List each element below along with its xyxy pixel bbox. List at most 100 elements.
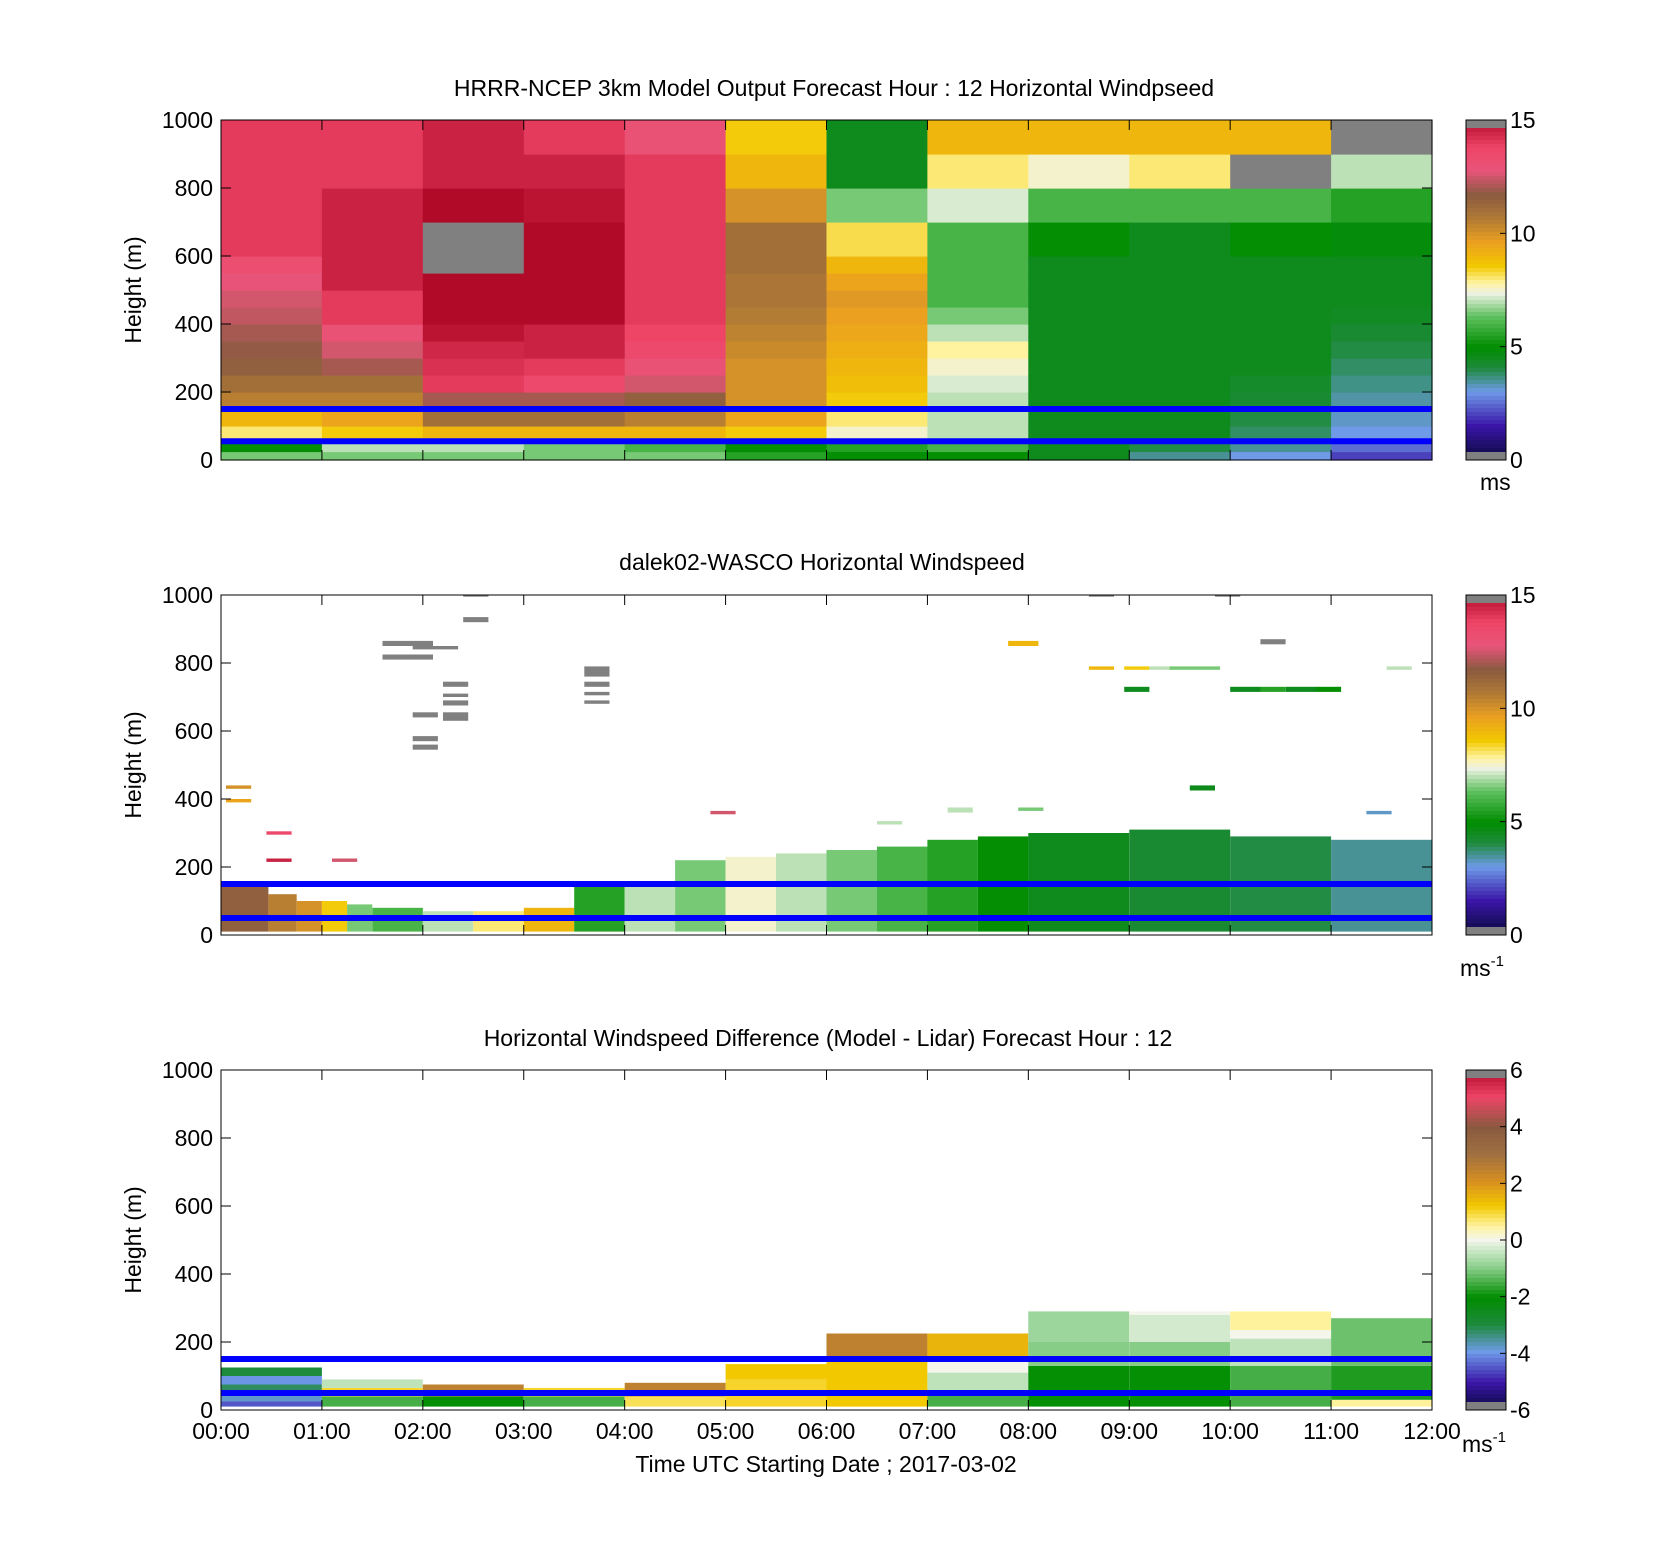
colorbar-swatch (1466, 204, 1506, 209)
colorbar-swatch (1466, 192, 1506, 197)
x-tick-label: 05:00 (697, 1418, 755, 1444)
data-cell (927, 341, 1029, 359)
data-segment (268, 894, 297, 932)
data-cell (422, 341, 525, 359)
data-cell (1129, 154, 1231, 189)
plot-area: 0 200 400 600 800 1000 (162, 582, 1433, 948)
data-segment (1028, 1365, 1130, 1407)
x-tick-label: 00:00 (192, 1418, 250, 1444)
data-cell (1331, 375, 1433, 393)
data-segment (221, 1384, 322, 1393)
data-cell (725, 441, 828, 453)
data-cell (422, 256, 525, 274)
colorbar-swatch (1466, 663, 1506, 668)
data-cell (1028, 154, 1130, 189)
data-cell (1028, 120, 1130, 155)
data-cell (1028, 392, 1130, 410)
data-cell (1230, 358, 1332, 376)
data-segment (1129, 1311, 1231, 1315)
colorbar-swatch (1466, 915, 1506, 920)
x-tick-label: 12:00 (1403, 1418, 1461, 1444)
colorbar-swatch (1466, 136, 1506, 141)
data-cell (1331, 392, 1433, 410)
colorbar-swatch (1466, 348, 1506, 353)
colorbar-tick-label: 0 (1510, 447, 1523, 473)
colorbar-swatch (1466, 639, 1506, 644)
data-cell (927, 188, 1029, 223)
colorbar-swatch (1466, 1286, 1506, 1291)
colorbar-swatch (1466, 631, 1506, 636)
colorbar-swatch (1466, 1098, 1506, 1103)
colorbar-swatch (1466, 196, 1506, 201)
data-cell (927, 273, 1029, 291)
data-cell (523, 290, 626, 308)
colorbar-swatch (1466, 903, 1506, 908)
data-segment (321, 1396, 423, 1407)
data-cell (826, 120, 928, 155)
colorbar-swatch (1466, 843, 1506, 848)
data-segment (1386, 666, 1412, 670)
data-segment (1169, 666, 1221, 670)
colorbar-swatch (1466, 831, 1506, 836)
colorbar-swatch (1466, 791, 1506, 796)
plot-area: 0 200 400 600 800 1000 00:00 01:00 02:00 03:00 04:… (162, 1057, 1461, 1444)
data-cell (1331, 324, 1433, 342)
data-cell (1331, 358, 1433, 376)
data-cell (1129, 375, 1231, 393)
colorbar-swatch (1466, 332, 1506, 337)
data-cell (321, 290, 424, 308)
colorbar-swatch (1466, 819, 1506, 824)
data-cell (826, 154, 928, 189)
data-segment (1028, 1342, 1130, 1366)
colorbar-swatch (1466, 883, 1506, 888)
panel-title: Horizontal Windspeed Difference (Model -… (484, 1025, 1173, 1051)
data-cell (927, 120, 1029, 155)
data-segment (1028, 1311, 1130, 1342)
colorbar-swatch (1466, 1258, 1506, 1263)
data-cell (523, 375, 626, 393)
data-cell (321, 426, 424, 442)
colorbar-swatch (1466, 1282, 1506, 1287)
data-segment (584, 700, 610, 704)
data-cell (624, 358, 727, 376)
data-segment (1260, 686, 1286, 692)
colorbar-swatch (1466, 1190, 1506, 1195)
data-cell (523, 451, 626, 461)
colorbar-swatch (1466, 120, 1506, 128)
colorbar-swatch (1466, 779, 1506, 784)
data-segment (221, 1393, 322, 1402)
data-cell (725, 290, 828, 308)
colorbar-swatch (1466, 1366, 1506, 1371)
data-cell (1230, 222, 1332, 257)
colorbar-swatch (1466, 683, 1506, 688)
colorbar-swatch (1466, 352, 1506, 357)
data-cell (826, 307, 928, 325)
colorbar-swatch (1466, 1318, 1506, 1323)
colorbar-swatch (1466, 787, 1506, 792)
data-segment (266, 858, 292, 862)
colorbar-swatch (1466, 408, 1506, 413)
colorbar-swatch (1466, 1106, 1506, 1111)
colorbar-swatch (1466, 711, 1506, 716)
data-cell (1331, 341, 1433, 359)
colorbar-swatch (1466, 1198, 1506, 1203)
colorbar-swatch (1466, 863, 1506, 868)
data-segment (1129, 829, 1231, 932)
data-cell (826, 256, 928, 274)
data-segment (1366, 810, 1392, 815)
data-cell (624, 120, 727, 155)
data-cell (1129, 441, 1231, 453)
colorbar-swatch (1466, 1262, 1506, 1267)
colorbar-swatch (1466, 719, 1506, 724)
data-cell (725, 222, 828, 257)
data-cell (1129, 256, 1231, 274)
colorbar-swatch (1466, 1394, 1506, 1399)
data-cell (321, 307, 424, 325)
colorbar-swatch (1466, 1118, 1506, 1123)
colorbar-swatch (1466, 244, 1506, 249)
data-segment (412, 712, 438, 718)
data-cell (624, 375, 727, 393)
data-cell (624, 154, 727, 189)
colorbar-swatch (1466, 1342, 1506, 1347)
data-cell (624, 222, 727, 257)
